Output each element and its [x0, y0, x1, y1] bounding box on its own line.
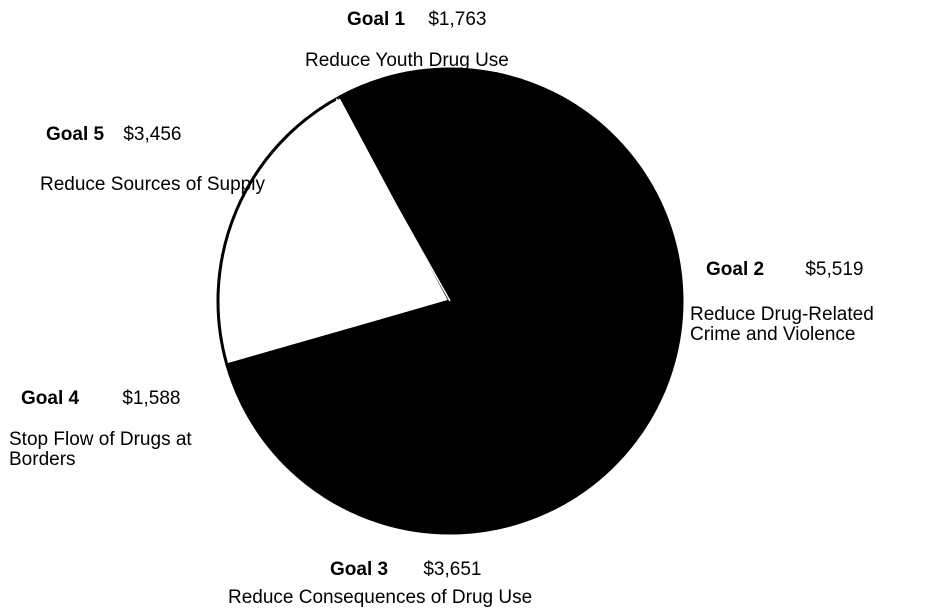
pie-slice-goal-5 — [216, 94, 452, 367]
goal-4-label: Goal 4 $1,588 — [21, 388, 180, 409]
goal-3-description: Reduce Consequences of Drug Use — [228, 587, 533, 608]
goal-2-name: Goal 2 — [706, 259, 765, 280]
goal-3-name: Goal 3 — [330, 559, 389, 580]
pie-slice-goal-2 — [448, 72, 684, 470]
goal-4-value: $1,588 — [122, 388, 181, 409]
goal-3-value: $3,651 — [423, 559, 482, 580]
goal-2-label: Goal 2 $5,519 — [706, 259, 863, 280]
goal-2-value: $5,519 — [805, 259, 864, 280]
pie-slice-separator — [335, 98, 451, 302]
goal-1-description: Reduce Youth Drug Use — [305, 50, 509, 71]
goal-5-value: $3,456 — [123, 124, 182, 145]
goal-1-label: Goal 1 $1,763 — [347, 9, 486, 30]
goal-4-description: Stop Flow of Drugs at Borders — [9, 429, 192, 470]
goal-5-label: Goal 5 $3,456 — [46, 124, 181, 145]
goal-1-value: $1,763 — [428, 9, 487, 30]
pie-slice-goal-4 — [225, 299, 452, 485]
goal-3-label: Goal 3 $3,651 — [330, 559, 481, 580]
pie-slice-goal-3 — [304, 299, 613, 535]
goal-2-description: Reduce Drug-Related Crime and Violence — [690, 304, 874, 345]
goal-5-name: Goal 5 — [46, 124, 105, 145]
goal-5-description: Reduce Sources of Supply — [40, 174, 265, 195]
goal-1-name: Goal 1 — [347, 9, 406, 30]
goal-4-name: Goal 4 — [21, 388, 80, 409]
pie-slice-goal-1 — [339, 67, 499, 303]
